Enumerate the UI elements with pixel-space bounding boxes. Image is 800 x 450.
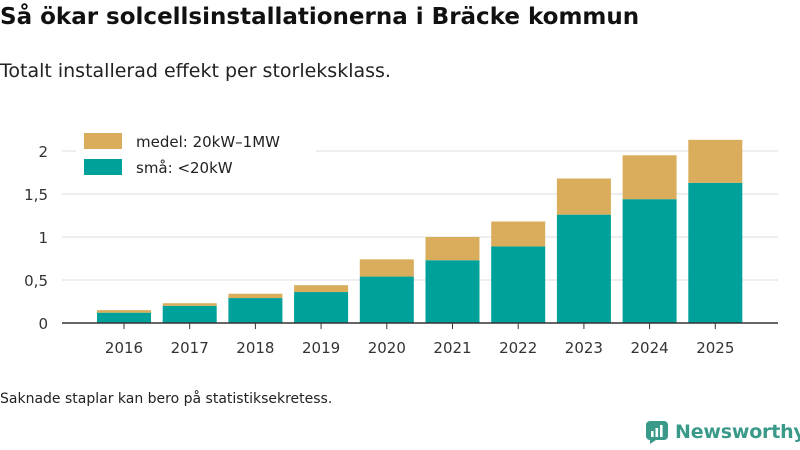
bar-small-2018	[228, 298, 283, 323]
x-tick-label-2023: 2023	[565, 339, 603, 357]
brand-logo: Newsworthy	[645, 420, 800, 444]
y-tick-label: 0	[38, 315, 48, 333]
x-tick-label-2019: 2019	[302, 339, 340, 357]
bar-small-2020	[359, 276, 414, 323]
bar-small-2016	[97, 312, 151, 323]
x-tick-label-2021: 2021	[433, 339, 471, 357]
legend-label-0: medel: 20kW–1MW	[136, 133, 280, 151]
bar-small-2024	[622, 199, 677, 323]
newsworthy-logo-icon	[646, 421, 668, 444]
y-tick-label: 1,5	[24, 186, 48, 204]
x-tick-label-2020: 2020	[368, 339, 406, 357]
bar-medium-2019	[294, 285, 349, 293]
legend-swatch-1	[84, 159, 122, 175]
x-tick-label-2024: 2024	[631, 339, 669, 357]
bar-small-2021	[425, 260, 480, 323]
stacked-bar-chart: 0 0,5 1 1,5 2 2016 2017 2018 2019 2020 2021 2022 202…	[24, 133, 778, 357]
chart-title: Så ökar solcellsinstallationerna i Bräck…	[0, 4, 640, 30]
bar-medium-2018	[228, 293, 283, 299]
bar-medium-2023	[556, 178, 611, 215]
x-tick-label-2016: 2016	[105, 339, 143, 357]
y-tick-label: 2	[38, 143, 48, 161]
x-tick-label-2022: 2022	[499, 339, 537, 357]
bar-medium-2016	[97, 310, 151, 313]
bar-small-2017	[162, 305, 217, 323]
y-tick-label: 0,5	[24, 272, 48, 290]
brand-name: Newsworthy	[675, 421, 800, 443]
chart-subtitle: Totalt installerad effekt per storlekskl…	[0, 60, 391, 82]
legend-swatch-0	[84, 133, 122, 149]
bar-small-2019	[294, 292, 349, 323]
bar-small-2022	[491, 246, 546, 323]
bar-medium-2022	[491, 221, 546, 247]
y-tick-label: 1	[38, 229, 48, 247]
x-tick-label-2025: 2025	[696, 339, 734, 357]
footnote: Saknade staplar kan bero på statistiksek…	[0, 391, 333, 407]
bar-small-2025	[688, 182, 743, 323]
bar-medium-2021	[425, 237, 480, 261]
bar-medium-2025	[688, 139, 743, 183]
bar-medium-2020	[359, 259, 414, 277]
x-tick-label-2018: 2018	[236, 339, 274, 357]
bar-small-2023	[556, 214, 611, 323]
legend-label-1: små: <20kW	[136, 159, 233, 177]
bar-medium-2024	[622, 155, 677, 200]
bar-medium-2017	[162, 303, 217, 306]
x-tick-label-2017: 2017	[171, 339, 209, 357]
